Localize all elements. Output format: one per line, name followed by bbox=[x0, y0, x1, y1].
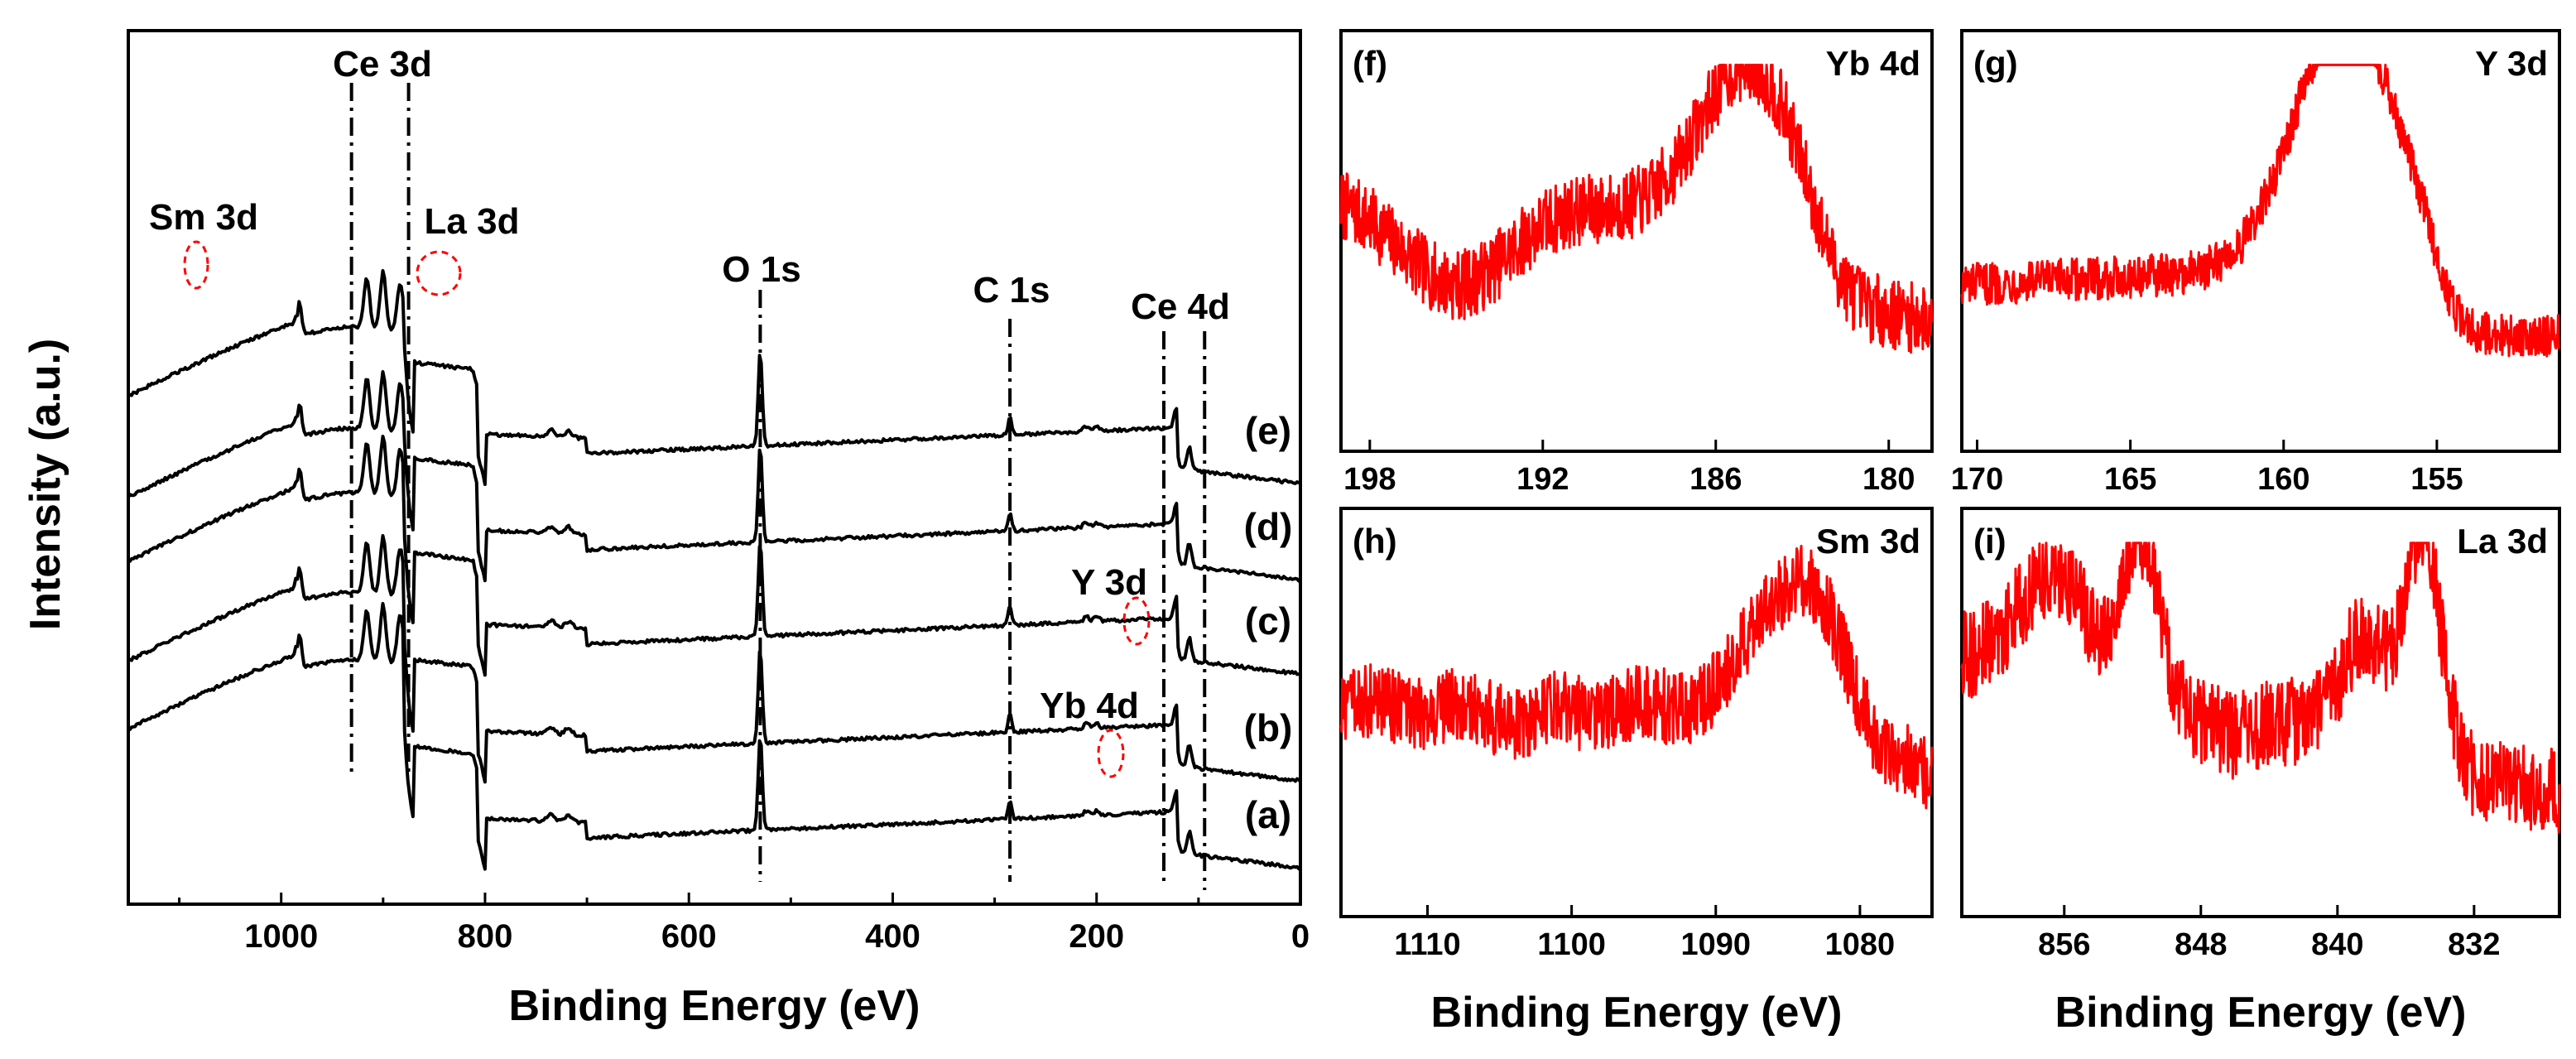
survey-series-label: (d) bbox=[1244, 505, 1293, 548]
panel-h-curve bbox=[1339, 544, 1934, 810]
survey-curves bbox=[127, 269, 1302, 871]
survey-annotation: Yb 4d bbox=[1040, 686, 1139, 726]
survey-curve-a bbox=[127, 602, 1301, 871]
survey-annotations: Ce 3d Sm 3d La 3d O 1s C 1s Ce 4d Y 3d Yb 4d bbox=[149, 44, 1230, 726]
survey-reference-lines bbox=[349, 83, 1207, 890]
panel-x-tick-label: 155 bbox=[2410, 462, 2463, 497]
survey-curve-b bbox=[127, 534, 1302, 784]
circled-region bbox=[183, 240, 209, 290]
survey-annotation: Ce 4d bbox=[1131, 286, 1230, 327]
survey-series-labels: (a) (b) (c) (d) (e) bbox=[1244, 409, 1293, 836]
panel-x-tick-label: 198 bbox=[1343, 462, 1396, 497]
panel-i-curve bbox=[1960, 542, 2561, 834]
survey-x-ticks: 1000 800 600 400 200 0 bbox=[178, 893, 1310, 955]
panel-x-tick-label: 165 bbox=[2104, 462, 2156, 497]
survey-curve-c bbox=[127, 435, 1301, 677]
panel-x-tick-label: 848 bbox=[2175, 927, 2227, 962]
panel-x-axis-label: Binding Energy (eV) bbox=[2055, 989, 2467, 1037]
survey-annotation: C 1s bbox=[973, 270, 1050, 310]
panel-g: 170 165 160 155 (g) Y 3d bbox=[1951, 29, 2561, 497]
panel-x-axis-label: Binding Energy (eV) bbox=[1431, 989, 1843, 1037]
survey-series-label: (a) bbox=[1245, 793, 1291, 836]
survey-x-tick-label: 1000 bbox=[244, 918, 318, 955]
panel-title: La 3d bbox=[2457, 522, 2548, 561]
panel-frame bbox=[1339, 29, 1934, 453]
panel-x-tick-label: 1090 bbox=[1681, 927, 1752, 962]
panel-f: 198 192 186 180 (f) Yb 4d bbox=[1339, 29, 1934, 497]
panel-x-tick-label: 160 bbox=[2257, 462, 2309, 497]
panel-label: (h) bbox=[1353, 522, 1397, 561]
survey-series-label: (e) bbox=[1245, 409, 1291, 452]
panel-title: Sm 3d bbox=[1816, 522, 1920, 561]
panel-i: 856 848 840 832 (i) La 3d Binding Energy (eV) bbox=[1960, 507, 2561, 1037]
survey-frame bbox=[127, 29, 1302, 906]
panel-label: (f) bbox=[1353, 44, 1387, 83]
survey-y-axis-label: Intensity (a.u.) bbox=[22, 339, 70, 630]
panel-g-curve bbox=[1960, 63, 2561, 358]
survey-x-tick-label: 0 bbox=[1291, 918, 1310, 955]
survey-circled-regions bbox=[183, 240, 1151, 778]
survey-annotation: Ce 3d bbox=[333, 44, 432, 84]
survey-series-label: (b) bbox=[1244, 706, 1293, 749]
panel-title: Yb 4d bbox=[1826, 44, 1920, 83]
panel-label: (g) bbox=[1973, 44, 2018, 83]
panel-x-tick-label: 856 bbox=[2038, 927, 2090, 962]
panel-x-tick-label: 1080 bbox=[1825, 927, 1896, 962]
survey-x-axis-label: Binding Energy (eV) bbox=[509, 982, 920, 1030]
survey-x-tick-label: 200 bbox=[1069, 918, 1124, 955]
panel-f-curve bbox=[1339, 63, 1934, 354]
survey-annotation: Sm 3d bbox=[149, 197, 258, 238]
survey-x-tick-label: 800 bbox=[458, 918, 513, 955]
panel-x-tick-label: 1110 bbox=[1394, 927, 1460, 962]
survey-annotation: La 3d bbox=[425, 201, 520, 242]
survey-panel: 1000 800 600 400 200 0 (a) (b) (c) (d) (e) Ce 3d S… bbox=[22, 29, 1310, 1030]
panel-x-tick-label: 1100 bbox=[1537, 927, 1605, 962]
panel-label: (i) bbox=[1973, 522, 2006, 561]
circled-region bbox=[1122, 596, 1151, 646]
circled-region bbox=[416, 250, 462, 296]
survey-annotation: Y 3d bbox=[1071, 562, 1147, 603]
panel-x-tick-label: 180 bbox=[1862, 462, 1915, 497]
panel-x-tick-label: 186 bbox=[1689, 462, 1742, 497]
survey-curve-d bbox=[127, 370, 1302, 583]
panel-title: Y 3d bbox=[2475, 44, 2548, 83]
panel-frame bbox=[1960, 29, 2561, 453]
panel-h: 1110 1100 1090 1080 (h) Sm 3d Binding Energy (… bbox=[1339, 507, 1934, 1037]
survey-x-tick-label: 600 bbox=[661, 918, 717, 955]
panel-x-tick-label: 832 bbox=[2448, 927, 2500, 962]
survey-curve-e bbox=[127, 269, 1301, 486]
panel-frame bbox=[1960, 507, 2561, 918]
survey-series-label: (c) bbox=[1245, 599, 1291, 643]
panel-x-tick-label: 840 bbox=[2311, 927, 2363, 962]
circled-region bbox=[1097, 729, 1125, 778]
panel-x-tick-label: 192 bbox=[1516, 462, 1569, 497]
survey-annotation: O 1s bbox=[722, 249, 800, 290]
survey-x-tick-label: 400 bbox=[865, 918, 920, 955]
panel-x-tick-label: 170 bbox=[1951, 462, 2003, 497]
